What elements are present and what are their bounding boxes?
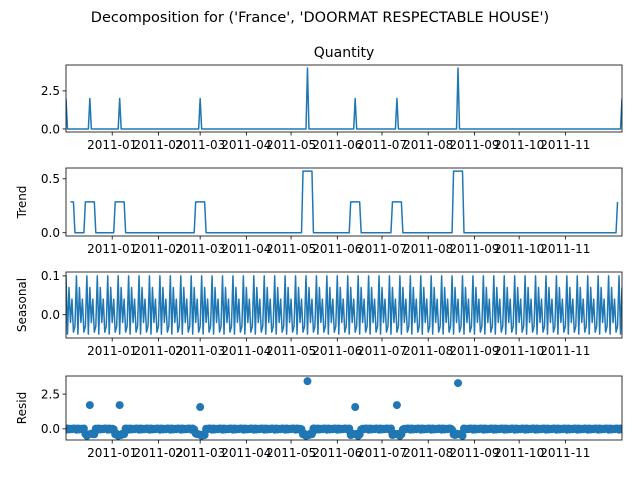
- data-layer: [70, 170, 619, 234]
- y-tick-label: 0.0: [41, 308, 60, 322]
- y-tick-label: 2.5: [41, 84, 60, 98]
- x-tick-label: 2011-02: [133, 446, 183, 460]
- y-axis-label: Resid: [15, 392, 29, 424]
- resid-point: [196, 403, 205, 412]
- x-tick-label: 2011-05: [266, 242, 316, 256]
- x-tick-label: 2011-09: [449, 138, 499, 152]
- axes-frame: [65, 167, 623, 237]
- trend-line: [70, 170, 619, 234]
- axes-frame: [65, 64, 623, 133]
- x-tick-label: 2011-03: [175, 344, 225, 358]
- x-tick-label: 2011-06: [312, 446, 362, 460]
- x-tick-label: 2011-07: [357, 138, 407, 152]
- x-tick-label: 2011-10: [494, 242, 544, 256]
- resid-point: [115, 401, 124, 410]
- x-tick-label: 2011-07: [357, 446, 407, 460]
- x-tick-label: 2011-03: [175, 138, 225, 152]
- axes-frame: [65, 375, 623, 441]
- x-tick-label: 2011-01: [87, 242, 137, 256]
- x-tick-label: 2011-11: [540, 242, 590, 256]
- y-tick-label: 0.5: [41, 172, 60, 186]
- x-tick-label: 2011-06: [312, 344, 362, 358]
- x-tick-label: 2011-07: [357, 242, 407, 256]
- y-tick-label: 0.1: [41, 269, 60, 283]
- x-tick-label: 2011-02: [133, 344, 183, 358]
- data-layer: [66, 275, 622, 335]
- panel-3: Seasonal 0.00.12011-012011-022011-032011-…: [15, 269, 623, 358]
- x-tick-label: 2011-01: [87, 446, 137, 460]
- x-tick-label: 2011-09: [449, 242, 499, 256]
- resid-point: [454, 379, 463, 388]
- x-tick-label: 2011-02: [133, 242, 183, 256]
- x-tick-label: 2011-09: [449, 446, 499, 460]
- y-tick-label: 0.0: [41, 422, 60, 436]
- x-tick-label: 2011-03: [175, 446, 225, 460]
- x-tick-label: 2011-11: [540, 344, 590, 358]
- resid-point: [458, 431, 467, 440]
- x-tick-label: 2011-05: [266, 138, 316, 152]
- resid-point: [351, 403, 360, 412]
- x-tick-label: 2011-01: [87, 344, 137, 358]
- seasonal-line: [66, 275, 622, 335]
- x-tick-label: 2011-06: [312, 138, 362, 152]
- x-tick-label: 2011-04: [221, 446, 271, 460]
- resid-point: [392, 401, 401, 410]
- figure-suptitle: Decomposition for ('France', 'DOORMAT RE…: [91, 10, 549, 26]
- x-tick-label: 2011-04: [221, 138, 271, 152]
- y-tick-label: 2.5: [41, 387, 60, 401]
- panel-title: Quantity: [314, 45, 375, 61]
- x-tick-label: 2011-08: [403, 344, 453, 358]
- x-tick-label: 2011-02: [133, 138, 183, 152]
- x-tick-label: 2011-08: [403, 138, 453, 152]
- y-tick-label: 0.0: [41, 122, 60, 136]
- panel-1: Quantity0.02.52011-012011-022011-032011-…: [41, 45, 623, 152]
- quantity-line: [66, 67, 622, 130]
- panel-4: Resid0.02.52011-012011-022011-032011-042…: [15, 375, 623, 460]
- data-layer: [66, 67, 622, 130]
- x-tick-label: 2011-03: [175, 242, 225, 256]
- axes-frame: [65, 271, 623, 339]
- resid-point: [85, 401, 94, 410]
- y-axis-label: Trend: [15, 186, 29, 220]
- panel-2: Trend0.00.52011-012011-022011-032011-042…: [15, 167, 623, 256]
- x-tick-label: 2011-10: [494, 344, 544, 358]
- x-tick-label: 2011-11: [540, 138, 590, 152]
- y-tick-label: 0.0: [41, 226, 60, 240]
- x-tick-label: 2011-05: [266, 446, 316, 460]
- x-tick-label: 2011-10: [494, 446, 544, 460]
- x-tick-label: 2011-08: [403, 446, 453, 460]
- resid-point: [618, 425, 622, 434]
- x-tick-label: 2011-05: [266, 344, 316, 358]
- x-tick-label: 2011-04: [221, 344, 271, 358]
- x-tick-label: 2011-06: [312, 242, 362, 256]
- x-tick-label: 2011-10: [494, 138, 544, 152]
- x-tick-label: 2011-01: [87, 138, 137, 152]
- x-tick-label: 2011-11: [540, 446, 590, 460]
- x-tick-label: 2011-07: [357, 344, 407, 358]
- data-layer: [66, 377, 622, 440]
- x-tick-label: 2011-08: [403, 242, 453, 256]
- resid-point: [303, 377, 312, 386]
- panels: Quantity0.02.52011-012011-022011-032011-…: [15, 45, 623, 460]
- x-tick-label: 2011-09: [449, 344, 499, 358]
- x-tick-label: 2011-04: [221, 242, 271, 256]
- y-axis-label: Seasonal: [15, 278, 29, 332]
